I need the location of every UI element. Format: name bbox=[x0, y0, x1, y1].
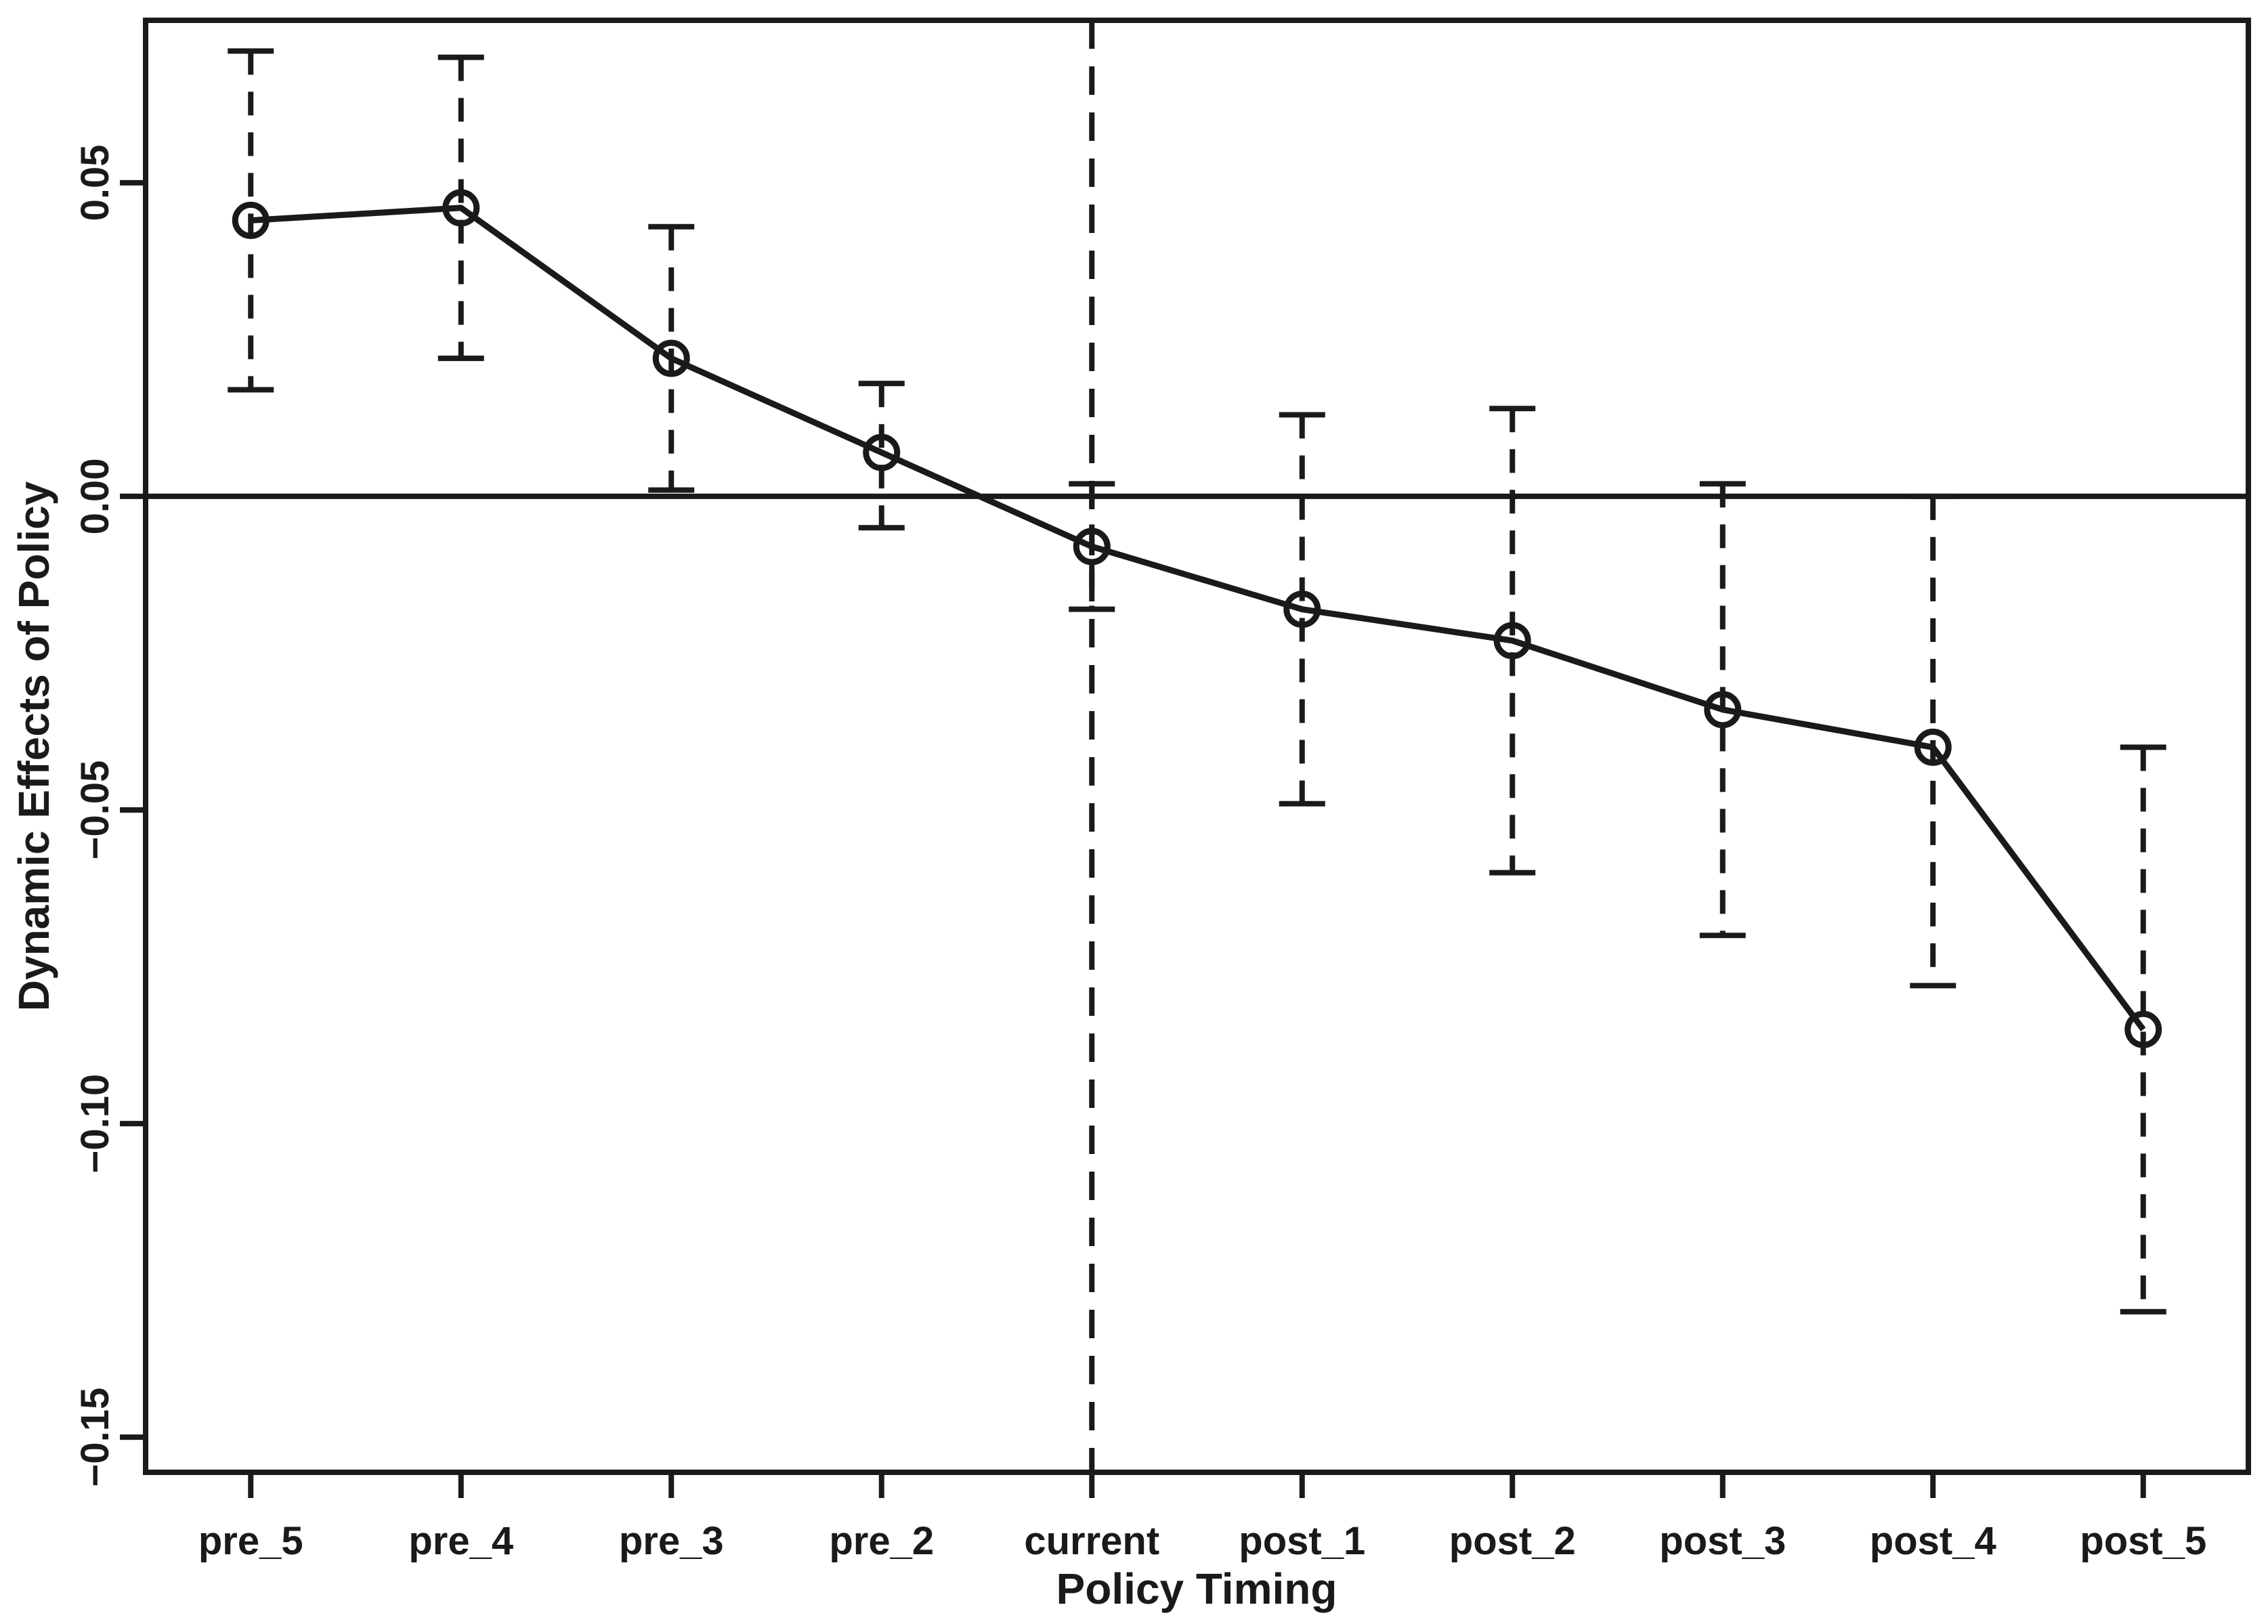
data-point-post_1 bbox=[1283, 591, 1321, 628]
data-point-post_2 bbox=[1493, 622, 1531, 660]
x-tick-label-post_2: post_2 bbox=[1449, 1519, 1576, 1563]
x-tick-label-pre_3: pre_3 bbox=[619, 1519, 724, 1563]
data-point-pre_3 bbox=[652, 339, 690, 377]
data-point-pre_5 bbox=[232, 201, 270, 239]
y-tick-label-0.05: 0.05 bbox=[73, 144, 117, 221]
x-tick-label-post_5: post_5 bbox=[2080, 1519, 2206, 1563]
data-point-post_5 bbox=[2124, 1010, 2162, 1048]
x-axis-title: Policy Timing bbox=[1056, 1564, 1338, 1613]
x-tick-label-post_4: post_4 bbox=[1870, 1519, 1996, 1563]
x-tick-label-post_1: post_1 bbox=[1239, 1519, 1365, 1563]
x-tick-label-pre_5: pre_5 bbox=[198, 1519, 303, 1563]
series-line bbox=[250, 205, 2146, 1031]
data-point-post_3 bbox=[1704, 691, 1742, 729]
plot-frame bbox=[143, 18, 2251, 1475]
data-point-pre_4 bbox=[442, 189, 480, 227]
y-axis-title: Dynamic Effects of Policy bbox=[9, 481, 58, 1011]
data-point-post_4 bbox=[1914, 728, 1952, 766]
x-tick-label-post_3: post_3 bbox=[1659, 1519, 1786, 1563]
x-tick-label-pre_2: pre_2 bbox=[829, 1519, 934, 1563]
data-point-pre_2 bbox=[863, 433, 901, 471]
y-tick-label-−0.15: −0.15 bbox=[73, 1388, 117, 1487]
x-tick-label-current: current bbox=[1024, 1519, 1159, 1563]
y-tick-label-0.00: 0.00 bbox=[73, 458, 117, 534]
plot-area: 0.05 0.00 −0.05 −0.10 −0.15 pre_5 pre_4 pre_3 pr… bbox=[73, 18, 2251, 1563]
data-point-current bbox=[1073, 528, 1111, 565]
y-tick-label-−0.05: −0.05 bbox=[73, 761, 117, 860]
x-tick-label-pre_4: pre_4 bbox=[408, 1519, 513, 1563]
y-tick-label-−0.10: −0.10 bbox=[73, 1074, 117, 1174]
